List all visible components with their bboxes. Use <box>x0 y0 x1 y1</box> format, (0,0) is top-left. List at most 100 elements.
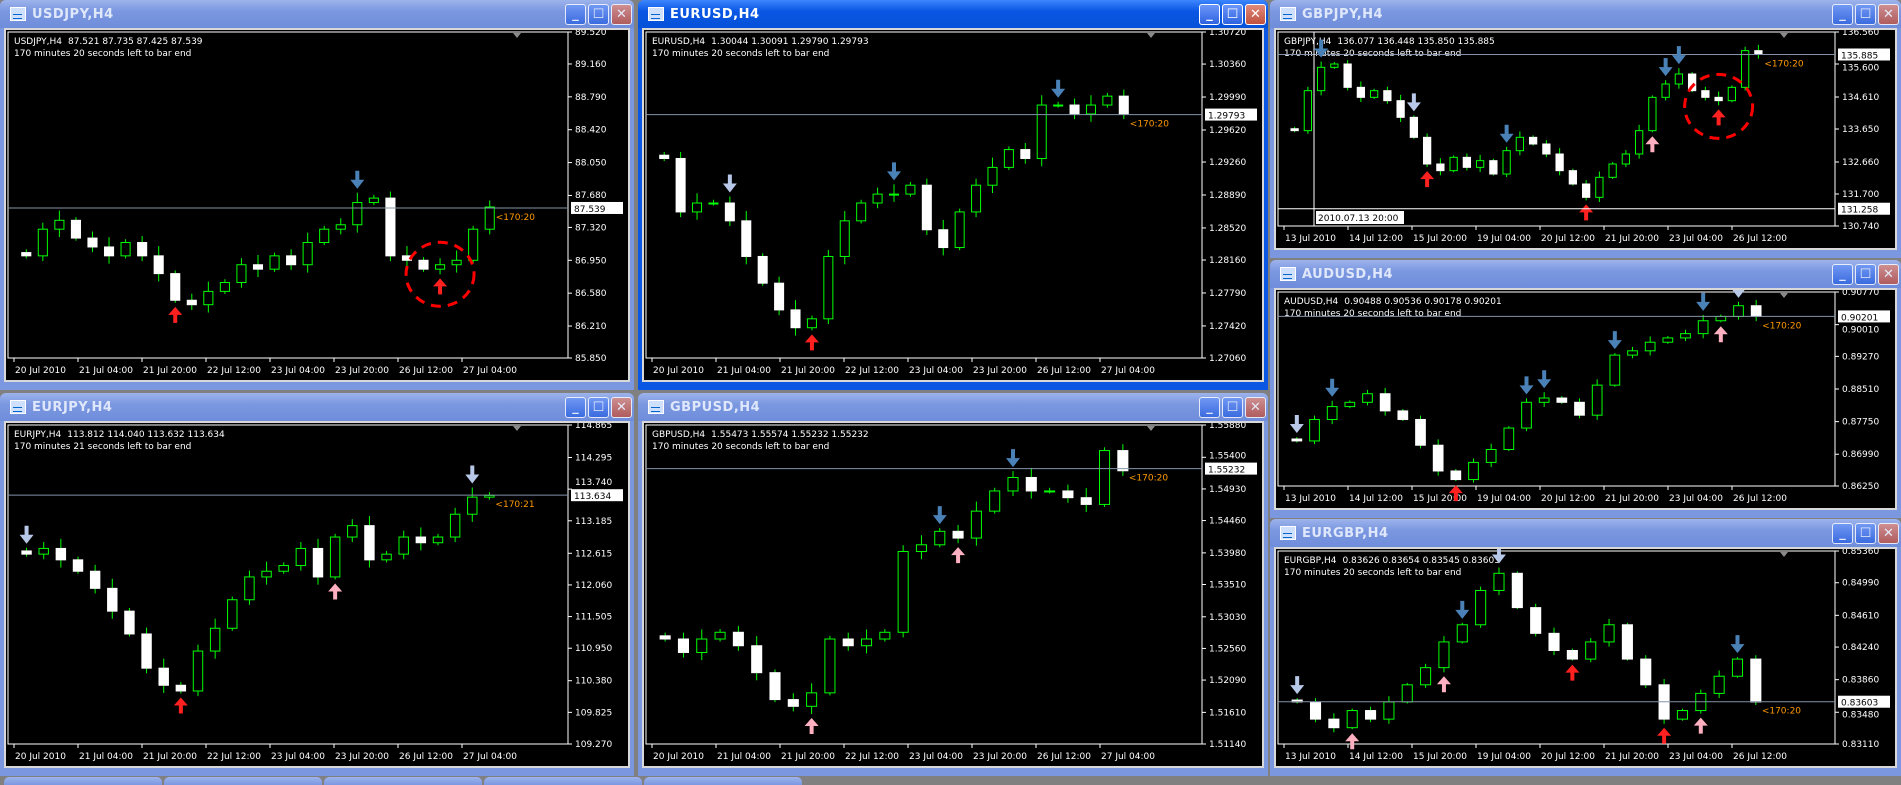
price-chart[interactable]: EURGBP,H4 0.83626 0.83654 0.83545 0.83603… <box>1276 549 1895 766</box>
window-title-bar[interactable]: AUDUSD,H4 _ ☐ ✕ <box>1270 260 1901 288</box>
price-tick-label: 0.85360 <box>1842 549 1879 557</box>
price-chart[interactable]: EURJPY,H4 113.812 114.040 113.632 113.634… <box>6 423 628 766</box>
chart-area[interactable]: EURGBP,H4 0.83626 0.83654 0.83545 0.83603… <box>1274 547 1897 768</box>
minimized-window-tab[interactable] <box>644 777 802 785</box>
close-button[interactable]: ✕ <box>1878 3 1899 25</box>
maximize-button[interactable]: ☐ <box>1855 3 1876 25</box>
chart-shift-marker[interactable] <box>1780 33 1788 38</box>
minimize-button[interactable]: _ <box>565 3 586 25</box>
chart-area[interactable]: GBPJPY,H4 136.077 136.448 135.850 135.885… <box>1274 28 1897 250</box>
candle <box>1102 92 1113 108</box>
minimize-button[interactable]: _ <box>1832 522 1853 544</box>
candle <box>1344 400 1356 409</box>
chart-area[interactable]: USDJPY,H4 87.521 87.735 87.425 87.539 170 … <box>4 28 630 382</box>
candle <box>137 236 148 262</box>
time-tick-label: 14 Jul 12:00 <box>1349 752 1403 762</box>
candle <box>1462 153 1472 171</box>
maximize-button[interactable]: ☐ <box>1855 263 1876 285</box>
window-title: EURJPY,H4 <box>32 399 113 415</box>
time-tick-label: 21 Jul 20:00 <box>781 366 835 376</box>
window-title-bar[interactable]: EURJPY,H4 _ ☐ ✕ <box>0 393 634 421</box>
candle <box>1080 488 1092 513</box>
chart-shift-marker[interactable] <box>1780 552 1788 557</box>
buy-signal-arrow-icon <box>1579 204 1594 221</box>
candle <box>38 542 49 560</box>
candle <box>824 635 836 696</box>
price-chart[interactable]: GBPUSD,H4 1.55473 1.55574 1.55232 1.55232… <box>644 423 1262 766</box>
bar-countdown-text: 170 minutes 20 seconds left to bar end <box>1284 309 1461 319</box>
current-price-box <box>1838 48 1890 61</box>
minimized-window-tab[interactable] <box>4 777 162 785</box>
price-chart[interactable]: AUDUSD,H4 0.90488 0.90536 0.90178 0.90201… <box>1276 290 1895 508</box>
candle <box>1003 146 1014 170</box>
price-chart[interactable]: EURUSD,H4 1.30044 1.30091 1.29790 1.29793… <box>644 30 1262 380</box>
minimize-button[interactable]: _ <box>565 396 586 418</box>
close-button[interactable]: ✕ <box>1245 3 1266 25</box>
candle <box>1640 655 1652 688</box>
time-tick-label: 20 Jul 2010 <box>15 752 66 762</box>
chart-shift-marker[interactable] <box>513 426 521 431</box>
price-tick-label: 109.825 <box>575 708 612 718</box>
buy-signal-arrow-icon <box>1565 664 1580 681</box>
maximize-button[interactable]: ☐ <box>1222 3 1243 25</box>
minimized-window-tab[interactable] <box>484 777 642 785</box>
close-button[interactable]: ✕ <box>1245 396 1266 418</box>
price-chart[interactable]: GBPJPY,H4 136.077 136.448 135.850 135.885… <box>1276 30 1895 248</box>
close-button[interactable]: ✕ <box>1878 263 1899 285</box>
window-title-bar[interactable]: EURUSD,H4 _ ☐ ✕ <box>638 0 1268 28</box>
minimize-button[interactable]: _ <box>1832 3 1853 25</box>
minimized-window-tab[interactable] <box>324 777 482 785</box>
candle <box>1409 115 1419 139</box>
window-title-bar[interactable]: GBPJPY,H4 _ ☐ ✕ <box>1270 0 1901 28</box>
maximize-button[interactable]: ☐ <box>588 396 609 418</box>
maximize-button[interactable]: ☐ <box>1855 522 1876 544</box>
chart-window-eurusd[interactable]: EURUSD,H4 _ ☐ ✕ EURUSD,H4 1.30044 1.30091… <box>638 0 1268 390</box>
time-tick-label: 20 Jul 12:00 <box>1541 234 1595 244</box>
candle <box>329 533 341 580</box>
chart-window-usdjpy[interactable]: USDJPY,H4 _ ☐ ✕ USDJPY,H4 87.521 87.735 8… <box>0 0 634 390</box>
minimized-window-tab[interactable] <box>164 777 322 785</box>
window-title-bar[interactable]: EURGBP,H4 _ ☐ ✕ <box>1270 519 1901 547</box>
close-button[interactable]: ✕ <box>1878 522 1899 544</box>
chart-shift-marker[interactable] <box>513 33 521 38</box>
chart-window-audusd[interactable]: AUDUSD,H4 _ ☐ ✕ AUDUSD,H4 0.90488 0.90536… <box>1270 260 1901 518</box>
candle <box>1346 708 1358 730</box>
chart-shift-marker[interactable] <box>1780 293 1788 298</box>
maximize-button[interactable]: ☐ <box>588 3 609 25</box>
time-tick-label: 26 Jul 12:00 <box>399 366 453 376</box>
minimize-button[interactable]: _ <box>1199 396 1220 418</box>
chart-area[interactable]: GBPUSD,H4 1.55473 1.55574 1.55232 1.55232… <box>642 421 1264 768</box>
current-price-box <box>1205 108 1257 121</box>
chart-shift-marker[interactable] <box>1147 33 1155 38</box>
price-tick-label: 88.420 <box>575 126 607 136</box>
symbol-label: EURJPY,H4 <box>14 430 62 440</box>
minimize-button[interactable]: _ <box>1832 263 1853 285</box>
candle <box>806 683 818 714</box>
minimize-button[interactable]: _ <box>1199 3 1220 25</box>
chart-shift-marker[interactable] <box>1147 426 1155 431</box>
sell-signal-arrow-icon <box>1730 635 1745 654</box>
chart-window-gbpusd[interactable]: GBPUSD,H4 _ ☐ ✕ GBPUSD,H4 1.55473 1.55574… <box>638 393 1268 776</box>
close-button[interactable]: ✕ <box>611 396 632 418</box>
time-tick-label: 23 Jul 04:00 <box>271 752 325 762</box>
maximize-button[interactable]: ☐ <box>1222 396 1243 418</box>
time-tick-label: 23 Jul 20:00 <box>973 752 1027 762</box>
price-tick-label: 1.27420 <box>1209 322 1246 332</box>
time-tick-label: 19 Jul 04:00 <box>1477 752 1531 762</box>
candle <box>823 249 834 325</box>
chart-area[interactable]: EURJPY,H4 113.812 114.040 113.632 113.634… <box>4 421 630 768</box>
window-title-bar[interactable]: GBPUSD,H4 _ ☐ ✕ <box>638 393 1268 421</box>
chart-window-eurgbp[interactable]: EURGBP,H4 _ ☐ ✕ EURGBP,H4 0.83626 0.83654… <box>1270 519 1901 776</box>
candle <box>21 249 32 259</box>
highlight-circle <box>404 240 476 308</box>
chart-area[interactable]: EURUSD,H4 1.30044 1.30091 1.29790 1.29793… <box>642 28 1264 382</box>
candle <box>1680 329 1691 342</box>
price-chart[interactable]: USDJPY,H4 87.521 87.735 87.425 87.539 170 … <box>6 30 628 380</box>
bar-timer-label: <170:20 <box>1762 321 1801 331</box>
chart-window-gbpjpy[interactable]: GBPJPY,H4 _ ☐ ✕ GBPJPY,H4 136.077 136.448… <box>1270 0 1901 258</box>
window-title-bar[interactable]: USDJPY,H4 _ ☐ ✕ <box>0 0 634 28</box>
chart-area[interactable]: AUDUSD,H4 0.90488 0.90536 0.90178 0.90201… <box>1274 288 1897 510</box>
candle <box>335 218 346 235</box>
close-button[interactable]: ✕ <box>611 3 632 25</box>
chart-window-eurjpy[interactable]: EURJPY,H4 _ ☐ ✕ EURJPY,H4 113.812 114.040… <box>0 393 634 776</box>
